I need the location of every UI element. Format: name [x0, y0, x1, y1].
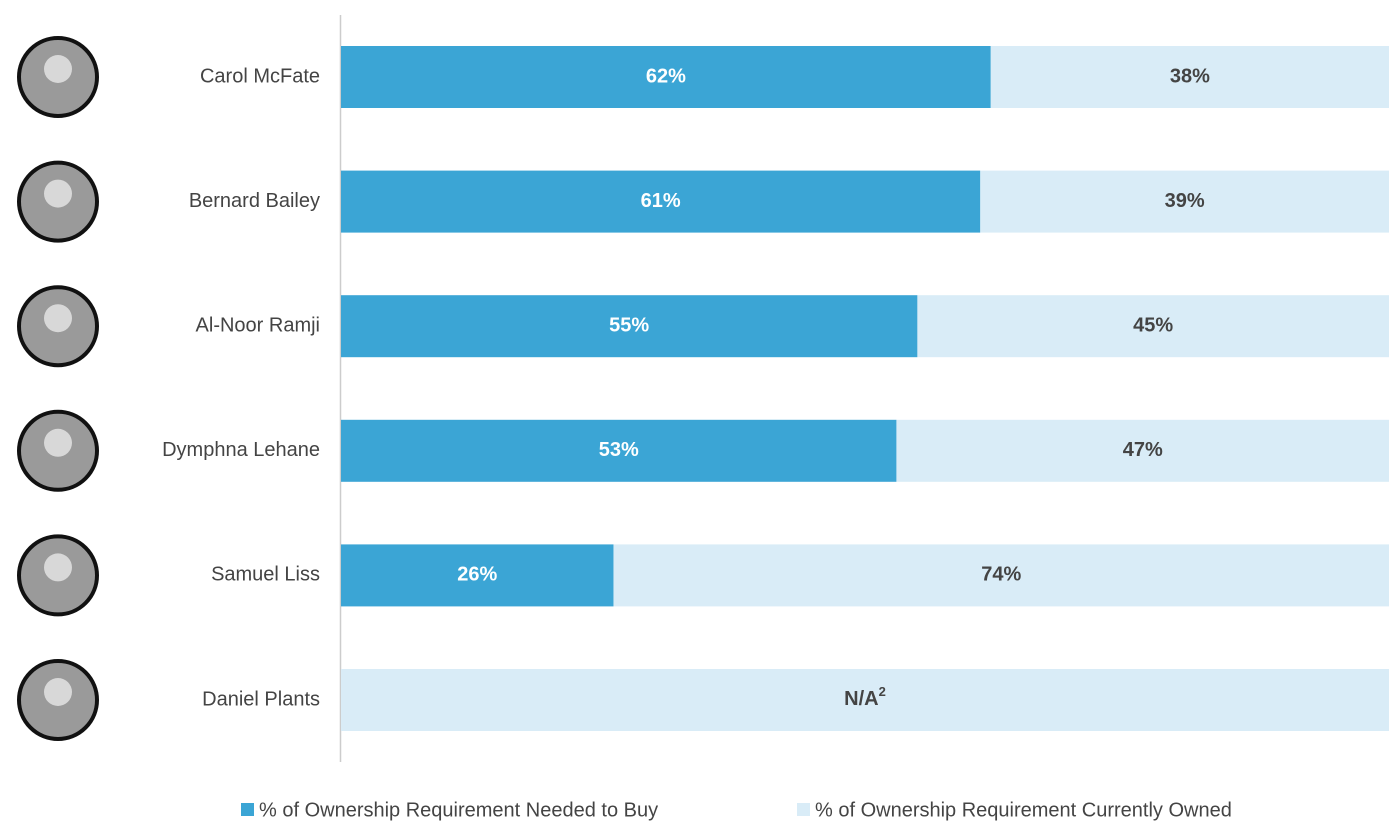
value-label: 38% [1170, 65, 1210, 87]
category-label: Bernard Bailey [189, 190, 320, 212]
value-label: 26% [457, 564, 497, 586]
avatar-head [44, 304, 72, 333]
legend-swatch [241, 803, 254, 816]
category-label: Samuel Liss [211, 564, 320, 586]
avatar-head [44, 428, 72, 457]
avatar-head [44, 55, 72, 83]
avatar-head [44, 678, 72, 706]
bar-segment [896, 419, 1389, 482]
bar-segment [341, 419, 897, 482]
bar-segment [990, 46, 1389, 108]
bar-segment [980, 170, 1389, 233]
category-label: Dymphna Lehane [162, 439, 320, 461]
value-label: 47% [1123, 439, 1163, 461]
avatar-head [44, 553, 72, 582]
legend-label: % of Ownership Requirement Needed to Buy [259, 799, 658, 821]
value-label: N/A2 [844, 684, 886, 710]
avatar-head [44, 179, 72, 208]
category-label: Daniel Plants [202, 688, 320, 710]
legend-label: % of Ownership Requirement Currently Own… [815, 799, 1232, 821]
bar-segment [917, 295, 1389, 358]
na-bar [341, 669, 1389, 731]
value-label: 39% [1165, 190, 1205, 212]
category-label: Al-Noor Ramji [196, 314, 320, 336]
value-label: 55% [609, 314, 649, 336]
value-label: 74% [981, 564, 1021, 586]
value-label-text: N/A [844, 688, 878, 710]
value-label: 61% [641, 190, 681, 212]
value-label: 53% [599, 439, 639, 461]
bar-segment [341, 46, 991, 108]
bar-segment [341, 170, 981, 233]
legend-swatch [797, 803, 810, 816]
footnote-mark: 2 [879, 684, 886, 699]
bar-segment [341, 295, 918, 358]
category-label: Carol McFate [200, 65, 320, 87]
bar-segment [613, 544, 1389, 607]
bar-segment [341, 544, 614, 607]
value-label: 45% [1133, 314, 1173, 336]
value-label: 62% [646, 65, 686, 87]
